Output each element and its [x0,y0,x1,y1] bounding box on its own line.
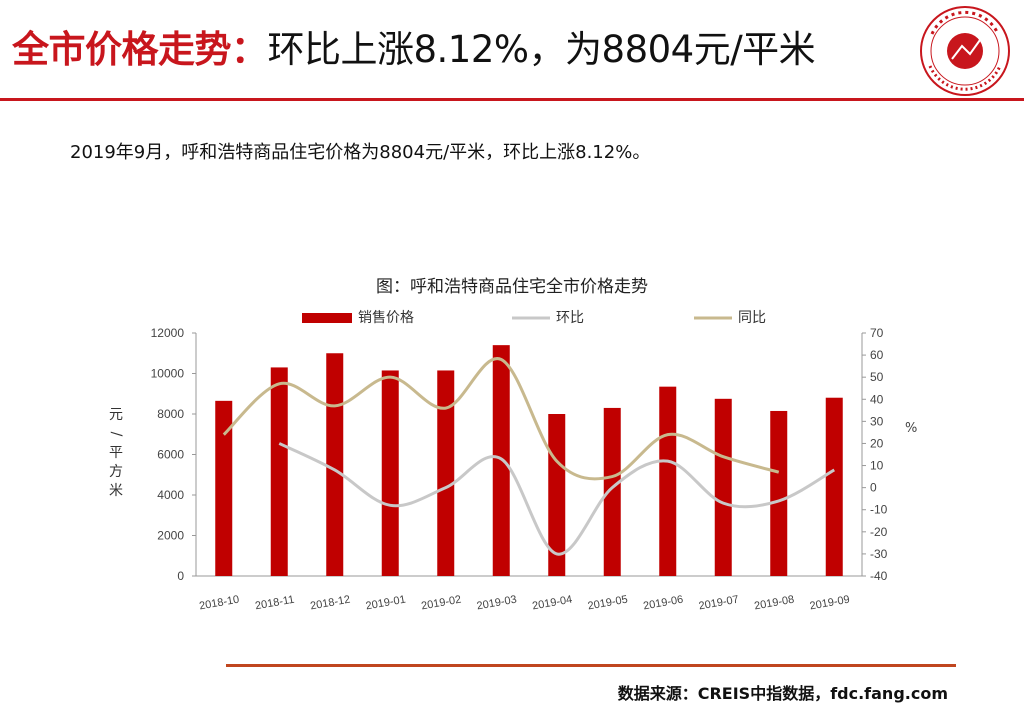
y2-tick-label: 30 [870,414,884,428]
y2-tick-label: 20 [870,436,884,450]
legend-label-yoy: 同比 [738,310,766,326]
y2-tick-label: 60 [870,348,884,362]
bar-price [381,370,399,576]
y2-tick-label: 50 [870,370,884,384]
x-tick-label: 2019-01 [365,594,407,613]
y-tick-label: 10000 [151,367,185,381]
academy-logo [920,6,1010,96]
header-rule [0,98,1024,101]
y-tick-label: 0 [177,569,184,583]
page-title: 全市价格走势：环比上涨8.12%，为8804元/平米 [12,26,816,74]
y2-tick-label: 40 [870,392,884,406]
page-title-emphasis: 全市价格走势： [12,28,268,71]
header: 全市价格走势：环比上涨8.12%，为8804元/平米 [0,0,1024,102]
data-source: 数据来源：CREIS中指数据，fdc.fang.com [617,684,948,703]
y-tick-label: 4000 [157,488,184,502]
x-tick-label: 2019-09 [809,594,851,613]
y-tick-label: 12000 [151,326,185,340]
x-tick-label: 2019-07 [698,594,740,613]
y-tick-label: 2000 [157,529,184,543]
bar-price [770,410,788,576]
line-mom [278,442,835,556]
y2-tick-label: 10 [870,459,884,473]
y-axis-label-char: 元 [109,407,123,423]
legend-label-price: 销售价格 [358,310,414,326]
bar-price [659,386,677,576]
summary-text: 2019年9月，呼和浩特商品住宅价格为8804元/平米，环比上涨8.12%。 [70,142,651,163]
bar-price [437,370,455,576]
x-tick-label: 2018-11 [254,594,295,613]
y2-tick-label: -20 [870,525,888,539]
bar-price [603,407,621,576]
legend-swatch-price [302,313,352,323]
y2-tick-label: 0 [870,481,877,495]
x-tick-label: 2019-03 [476,594,518,613]
y2-tick-label: -40 [870,569,888,583]
x-tick-label: 2019-02 [420,594,462,613]
x-tick-label: 2018-12 [309,594,351,613]
legend-label-mom: 环比 [556,310,584,326]
y-tick-label: 8000 [157,407,184,421]
y-axis-label-char: 米 [109,483,123,499]
y-axis-label-char: 平 [109,445,123,461]
page-title-rest: 环比上涨8.12%，为8804元/平米 [267,28,816,71]
chart-title: 图：呼和浩特商品住宅全市价格走势 [376,277,648,297]
line-yoy [222,357,780,481]
x-tick-label: 2019-05 [587,594,629,613]
bar-price [270,367,288,576]
x-tick-label: 2019-06 [642,594,684,613]
y2-tick-label: 70 [870,326,884,340]
footer-rule [226,664,956,667]
x-tick-label: 2018-10 [198,594,240,613]
y-tick-label: 6000 [157,448,184,462]
y2-tick-label: -30 [870,547,888,561]
y2-tick-label: -10 [870,503,888,517]
bar-price [825,397,843,576]
x-tick-label: 2019-04 [531,594,573,613]
y2-axis-label: % [905,421,917,436]
bar-price [714,398,732,576]
x-tick-label: 2019-08 [753,594,795,613]
bar-price [215,400,233,576]
y-axis-label-char: / [108,432,124,437]
bar-price [326,353,344,576]
y-axis-label-char: 方 [109,464,123,480]
